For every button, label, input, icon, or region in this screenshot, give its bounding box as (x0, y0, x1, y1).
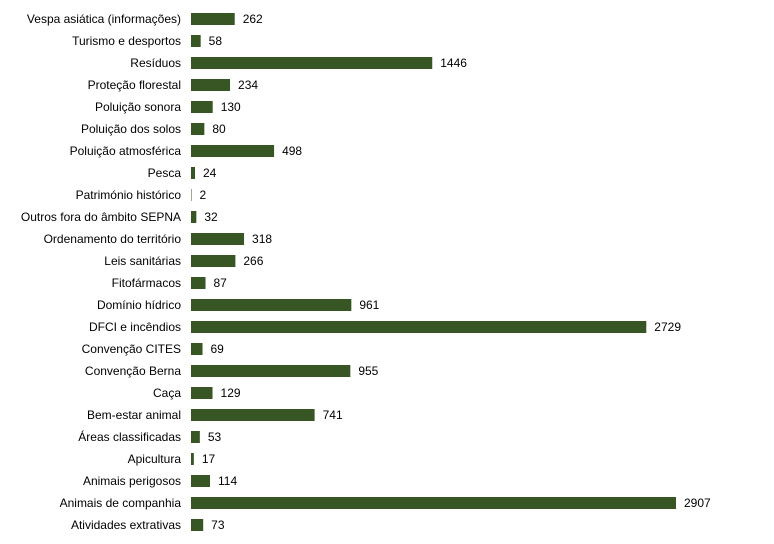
bar (191, 453, 194, 465)
data-label: 1446 (440, 56, 467, 70)
data-label: 234 (238, 78, 258, 92)
category-label: Ordenamento do território (44, 232, 182, 246)
category-label: Fitofármacos (112, 276, 181, 290)
data-label: 955 (358, 364, 378, 378)
bar (191, 211, 197, 223)
data-label: 73 (211, 518, 225, 532)
bar (191, 387, 213, 399)
data-label: 80 (212, 122, 226, 136)
category-labels: Vespa asiática (informações) Turismo e de… (21, 12, 181, 532)
data-label: 2907 (684, 496, 711, 510)
category-label: DFCI e incêndios (89, 320, 181, 334)
category-label: Áreas classificadas (78, 429, 181, 444)
data-label: 2729 (654, 320, 681, 334)
bar (191, 189, 192, 201)
data-label: 498 (282, 144, 302, 158)
bar (191, 101, 213, 113)
category-label: Domínio hídrico (97, 298, 181, 312)
bar (191, 343, 203, 355)
data-label: 741 (323, 408, 343, 422)
bar (191, 497, 676, 509)
bar (191, 255, 236, 267)
data-label: 17 (202, 452, 216, 466)
bar (191, 519, 204, 531)
category-label: Leis sanitárias (104, 254, 181, 268)
bar (191, 365, 351, 377)
data-label: 114 (218, 474, 237, 488)
data-label: 53 (208, 430, 222, 444)
category-label: Convenção Berna (85, 364, 181, 378)
category-label: Animais perigosos (83, 474, 181, 488)
bar (191, 277, 206, 289)
bar (191, 431, 200, 443)
bar (191, 233, 245, 245)
category-label: Pesca (148, 166, 182, 180)
data-label: 262 (243, 12, 263, 26)
data-label: 961 (359, 298, 379, 312)
bars (191, 13, 676, 531)
category-label: Património histórico (76, 188, 182, 202)
category-label: Bem-estar animal (87, 408, 181, 422)
category-label: Poluição atmosférica (70, 144, 182, 158)
data-label: 266 (243, 254, 263, 268)
bar (191, 321, 647, 333)
category-label: Poluição sonora (95, 100, 181, 114)
data-label: 318 (252, 232, 272, 246)
category-label: Turismo e desportos (72, 34, 181, 48)
bar (191, 475, 211, 487)
data-label: 2 (200, 188, 207, 202)
category-label: Animais de companhia (60, 496, 182, 510)
bar (191, 35, 201, 47)
category-label: Proteção florestal (88, 78, 181, 92)
bar (191, 299, 352, 311)
bar (191, 145, 275, 157)
data-label: 87 (214, 276, 228, 290)
bar (191, 167, 196, 179)
data-label: 24 (203, 166, 217, 180)
category-label: Caça (153, 386, 181, 400)
value-labels: 262 58 1446 234 130 80 498 24 2 32 318 266 87 961 2729… (200, 12, 712, 532)
category-label: Poluição dos solos (81, 122, 181, 136)
category-label: Atividades extrativas (71, 518, 181, 532)
category-label: Outros fora do âmbito SEPNA (21, 210, 181, 224)
data-label: 32 (204, 210, 218, 224)
bar (191, 13, 235, 25)
data-label: 69 (211, 342, 225, 356)
data-label: 129 (221, 386, 241, 400)
bar (191, 57, 433, 69)
category-label: Vespa asiática (informações) (27, 12, 181, 26)
bar (191, 79, 231, 91)
category-label: Convenção CITES (82, 342, 181, 356)
data-label: 130 (221, 100, 241, 114)
bar (191, 123, 205, 135)
data-label: 58 (209, 34, 223, 48)
bar (191, 409, 315, 421)
category-label: Resíduos (130, 56, 181, 70)
category-label: Apicultura (128, 452, 182, 466)
